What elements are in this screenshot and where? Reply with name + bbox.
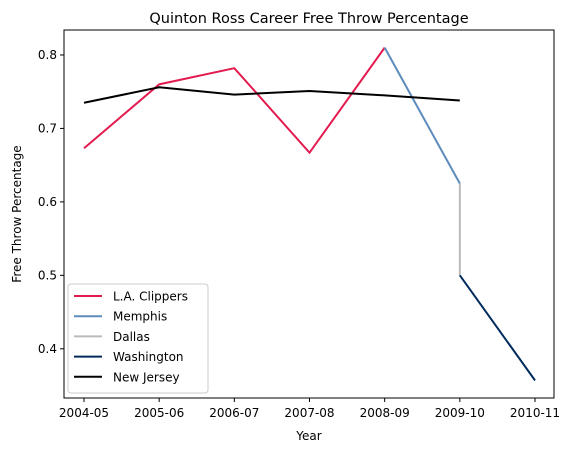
plot-area <box>83 47 536 381</box>
y-tick-label: 0.4 <box>38 342 57 356</box>
y-tick-label: 0.7 <box>38 121 57 135</box>
legend-entry-label: L.A. Clippers <box>113 290 188 304</box>
y-axis: 0.4 0.5 0.6 0.7 0.8 <box>38 48 64 356</box>
x-tick-label: 2010-11 <box>510 406 560 420</box>
y-tick-label: 0.6 <box>38 195 57 209</box>
legend: L.A. Clippers Memphis Dallas Washington New … <box>67 283 209 394</box>
y-tick-label: 0.5 <box>38 268 57 282</box>
series-line-new-jersey <box>83 86 460 104</box>
y-tick-label: 0.8 <box>38 48 57 62</box>
series-line-washington <box>459 274 536 381</box>
series-line-memphis <box>383 47 461 185</box>
x-tick-label: 2006-07 <box>209 406 259 420</box>
legend-entry-label: Dallas <box>113 330 150 344</box>
x-tick-label: 2008-09 <box>360 406 410 420</box>
x-axis-label: Year <box>295 429 321 443</box>
series-line-l-a-clippers <box>83 47 386 155</box>
legend-entry-label: New Jersey <box>113 370 180 384</box>
y-axis-label: Free Throw Percentage <box>10 145 24 282</box>
x-tick-label: 2004-05 <box>59 406 109 420</box>
chart-title: Quinton Ross Career Free Throw Percentag… <box>149 11 468 27</box>
x-tick-label: 2009-10 <box>435 406 485 420</box>
x-tick-label: 2007-08 <box>284 406 334 420</box>
x-axis: 2004-05 2005-06 2006-07 2007-08 2008-09 2009-… <box>59 398 560 420</box>
legend-entry-label: Memphis <box>113 310 167 324</box>
x-tick-label: 2005-06 <box>134 406 184 420</box>
legend-box <box>67 283 209 394</box>
legend-entry-label: Washington <box>113 350 184 364</box>
